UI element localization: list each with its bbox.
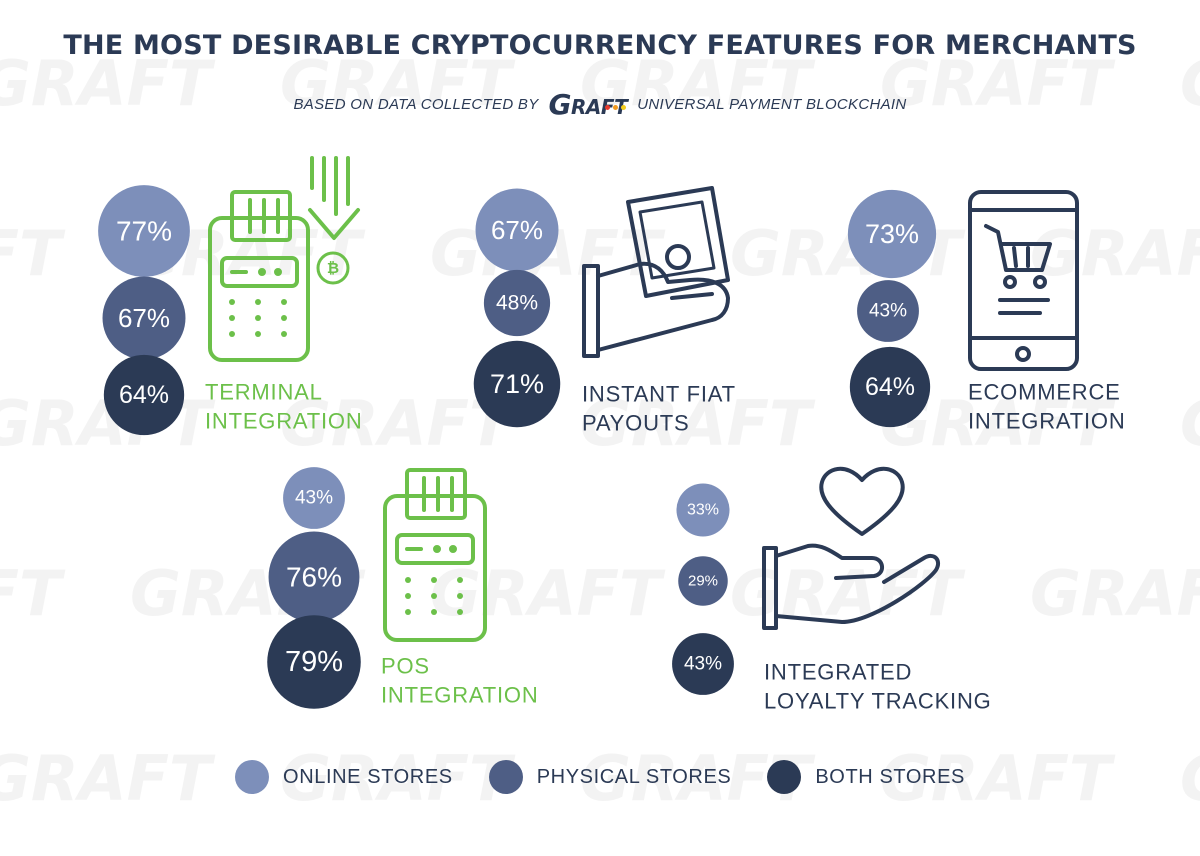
watermark-text: GRAFT xyxy=(430,557,666,630)
watermark-text: GRAFT xyxy=(580,387,816,460)
legend-swatch-both xyxy=(767,760,802,794)
bubble-value-label: 67% xyxy=(118,303,170,333)
payment-terminal-bitcoin-icon: ₿ xyxy=(208,156,360,362)
bubble-value-label: 43% xyxy=(684,654,722,675)
bubble-online xyxy=(283,467,345,529)
feature-group: 33% 29% 43% INTEGRATED LOYALTY TRACKING xyxy=(672,483,992,714)
legend-item-both: BOTH STORES xyxy=(767,760,965,794)
legend-item-physical: PHYSICAL STORES xyxy=(488,760,732,794)
bubble-value-label: 43% xyxy=(869,301,907,322)
bubble-value-label: 29% xyxy=(688,573,718,590)
watermark-text: GRAFT xyxy=(280,47,516,120)
watermark-text: GRAFT xyxy=(1180,387,1200,460)
bubble-value-label: 33% xyxy=(687,502,719,519)
bubble-both xyxy=(103,354,185,436)
feature-group: 73% 43% 64% ECOMMERCE INTEGRATION xyxy=(847,189,1126,434)
feature-label: INSTANT FIAT xyxy=(582,382,736,407)
logo-dots xyxy=(604,84,631,110)
feature-label: LOYALTY TRACKING xyxy=(764,689,992,714)
legend-label-physical: PHYSICAL STORES xyxy=(536,765,732,788)
bubble-physical xyxy=(102,276,186,360)
feature-label: POS xyxy=(381,654,430,679)
feature-group: 67% 48% 71% INSTANT FIAT PAYOUTS xyxy=(473,188,736,436)
bubble-physical xyxy=(483,269,551,337)
bubble-physical xyxy=(857,280,919,342)
watermark-text: GRAFT xyxy=(880,742,1116,815)
legend: ONLINE STORES PHYSICAL STORES BOTH STORE… xyxy=(0,760,1200,794)
bubble-online xyxy=(98,185,190,277)
bubble-both xyxy=(267,615,361,709)
feature-label: INTEGRATED xyxy=(764,660,912,685)
bubble-physical xyxy=(678,556,728,606)
legend-swatch-online xyxy=(235,760,270,794)
logo-dot-yellow xyxy=(620,104,626,110)
watermark-text: GRAFT xyxy=(0,47,216,120)
feature-label: INTEGRATION xyxy=(381,683,539,708)
bubble-value-label: 64% xyxy=(865,373,915,401)
watermark-text: GRAFT xyxy=(880,47,1116,120)
subtitle-prefix: BASED ON DATA COLLECTED BY xyxy=(293,95,539,113)
bubble-physical xyxy=(268,531,360,623)
logo-dot-red xyxy=(604,104,610,110)
bubble-value-label: 77% xyxy=(116,216,172,247)
bubble-both xyxy=(473,340,561,428)
logo-dot-orange xyxy=(612,104,618,110)
feature-group: 43% 76% 79% POS INTEGRATION xyxy=(267,467,538,709)
pos-terminal-icon xyxy=(383,468,487,642)
feature-label: INTEGRATION xyxy=(205,409,363,434)
bubble-value-label: 48% xyxy=(496,292,538,315)
feature-label: INTEGRATION xyxy=(968,409,1126,434)
watermark-text: GRAFT xyxy=(1030,557,1200,630)
bubble-both xyxy=(672,633,734,695)
watermark-text: GRAFT xyxy=(580,47,816,120)
watermark-text: GRAFT xyxy=(1180,47,1200,120)
bubble-online xyxy=(847,189,937,279)
bubble-value-label: 64% xyxy=(119,381,169,409)
watermark-text: GRAFT xyxy=(1180,742,1200,815)
feature-group: 77% 67% 64% TERMINAL INTEGRATION xyxy=(98,185,363,436)
bubble-value-label: 73% xyxy=(865,219,919,249)
watermark-text: GRAFT xyxy=(0,557,66,630)
bubble-value-label: 43% xyxy=(295,488,333,509)
feature-label: TERMINAL xyxy=(205,380,323,405)
feature-label: PAYOUTS xyxy=(582,411,689,436)
watermark-text: GRAFT xyxy=(730,557,966,630)
watermark-text: GRAFT xyxy=(280,742,516,815)
legend-label-online: ONLINE STORES xyxy=(283,765,453,788)
feature-label: ECOMMERCE xyxy=(968,380,1121,405)
legend-label-both: BOTH STORES xyxy=(815,765,965,788)
hand-with-heart-icon xyxy=(762,467,941,630)
legend-swatch-physical xyxy=(488,760,523,794)
chart-subtitle: BASED ON DATA COLLECTED BY GRAFT UNIVERS… xyxy=(0,84,1200,124)
bubble-value-label: 79% xyxy=(285,646,343,678)
legend-item-online: ONLINE STORES xyxy=(235,760,453,794)
bubble-online xyxy=(676,483,730,537)
graft-logo: GRAFT xyxy=(549,88,628,121)
svg-text:₿: ₿ xyxy=(327,259,339,277)
watermark-text: GRAFT xyxy=(1030,217,1200,290)
bubble-both xyxy=(849,346,931,428)
bubble-value-label: 71% xyxy=(490,369,544,399)
watermark-text: GRAFT xyxy=(0,742,216,815)
bubble-value-label: 76% xyxy=(286,562,342,593)
subtitle-suffix: UNIVERSAL PAYMENT BLOCKCHAIN xyxy=(637,95,907,113)
mobile-shopping-cart-icon xyxy=(968,190,1079,371)
watermark-text: GRAFT xyxy=(0,217,66,290)
bubble-online xyxy=(475,188,559,272)
chart-title: THE MOST DESIRABLE CRYPTOCURRENCY FEATUR… xyxy=(63,30,1137,61)
hand-with-cash-icon xyxy=(582,186,730,358)
bubble-value-label: 67% xyxy=(491,215,543,245)
